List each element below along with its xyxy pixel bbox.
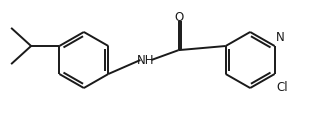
- Text: O: O: [174, 11, 183, 24]
- Text: NH: NH: [137, 54, 154, 66]
- Text: N: N: [276, 31, 285, 44]
- Text: Cl: Cl: [276, 81, 288, 94]
